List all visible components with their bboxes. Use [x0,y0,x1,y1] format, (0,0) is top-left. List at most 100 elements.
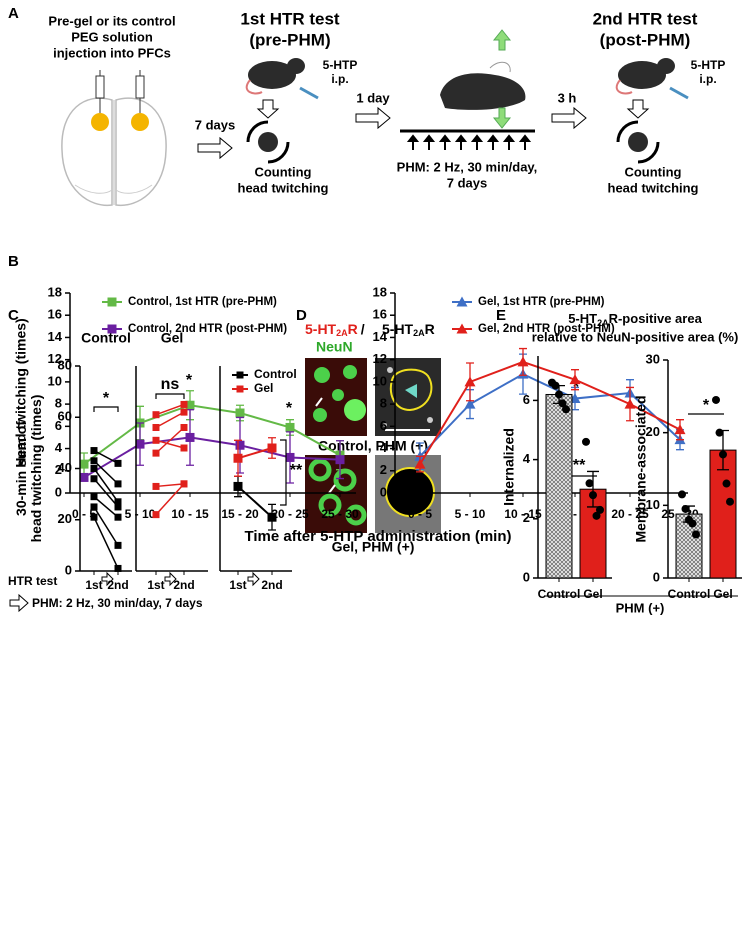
pair-line [93,516,119,569]
legend-label: Control, 1st HTR (pre-PHM) [128,296,277,308]
y-tick-label: 12 [48,351,62,366]
x-tick-label: Gel [583,587,602,601]
marker [236,385,244,393]
y-tick-label: 18 [373,284,387,299]
marker [464,376,476,387]
marker [90,513,98,521]
y-tick-label: 14 [373,329,388,344]
panel-a-graphics [61,29,689,207]
marker [90,457,98,465]
data-point [719,450,727,459]
error-bar [587,470,599,508]
panel-label: C [8,307,19,324]
x-tick-label: 5 - 10 [455,507,486,521]
step-text: PEG solution [71,29,153,44]
series-line [237,485,273,518]
marker [90,493,98,501]
y-tick-label: 40 [58,460,72,475]
x-tick-label: 2nd [173,578,194,592]
x-tick-label: 0 - 5 [72,507,96,521]
marker [152,411,160,419]
marker [517,356,529,367]
pair-line [93,449,119,465]
interval-label: 3 h [558,90,577,105]
x-tick-label: 25 - 30 [321,507,359,521]
x-tick-label: 5 - 10 [125,507,156,521]
annotation: * [286,400,293,417]
marker [624,398,636,409]
marker [180,400,188,408]
series-line [419,372,681,458]
y-axis-label: Internalized [501,428,517,506]
marker [235,440,245,450]
step-text: injection into PFCs [53,45,171,60]
bar [545,393,573,579]
panel-label: B [8,253,19,270]
x-tick-label: Control [538,587,581,601]
y-axis-label: Head twitching (times) [13,318,29,467]
marker [674,424,686,435]
marker [185,432,195,442]
stain-label: 5-HT2AR [382,321,435,339]
marker [79,472,89,482]
pair-line [93,460,119,485]
y-tick-label: 16 [373,307,387,322]
y-tick-label: 10 [646,497,660,512]
marker [285,422,295,432]
marker [236,371,244,379]
data-point [562,405,570,414]
marker [90,447,98,455]
label-part: R [425,321,435,337]
phm-label: 7 days [447,175,487,190]
data-point [722,479,731,488]
panel-title: 5-HT2AR-positive area [568,311,702,328]
marker [180,480,188,488]
test-title: (pre-PHM) [249,30,330,49]
y-tick-label: 0 [380,484,387,499]
counting-label: Counting [254,164,311,179]
pair-line [155,483,185,488]
counting-label: Counting [624,164,681,179]
marker [233,481,243,491]
x-tick-label: 2nd [107,578,128,592]
pair-line [93,496,119,518]
data-point [681,504,690,513]
counting-label: head twitching [608,180,699,195]
data-point [596,505,604,514]
row-label: HTR test [8,574,57,588]
y-tick-label: 10 [48,373,62,388]
pair-line [155,411,185,429]
marker [152,424,160,431]
test-title: 2nd HTR test [593,9,698,28]
series-line [419,360,681,465]
marker [335,455,345,465]
y-tick-label: 4 [380,440,388,455]
data-point [726,497,734,506]
y-tick-label: 0 [55,484,62,499]
y-tick-label: 18 [48,284,62,299]
test-title: 1st HTR test [240,9,340,28]
marker [107,324,117,334]
panel-label: E [496,307,506,324]
x-tick-label: Control [668,587,711,601]
bar [709,449,737,579]
row-caption: Gel, PHM (+) [332,539,415,555]
marker [90,503,98,511]
marker [464,398,476,409]
x-tick-label: 1st [229,578,246,592]
x-axis-label: Time after 5-HTP administration (min) [245,528,512,545]
pair-line [155,403,185,416]
marker [152,511,160,519]
marker [180,424,188,431]
significance-bracket [155,393,185,399]
marker [107,297,117,307]
marker [235,408,245,418]
series-line [83,436,341,479]
annotation: * [186,372,193,389]
phm-label: PHM: 2 Hz, 30 min/day, [397,159,538,174]
y-tick-label: 30 [646,351,660,366]
data-point [585,479,594,488]
marker [414,458,426,469]
marker [90,475,98,483]
